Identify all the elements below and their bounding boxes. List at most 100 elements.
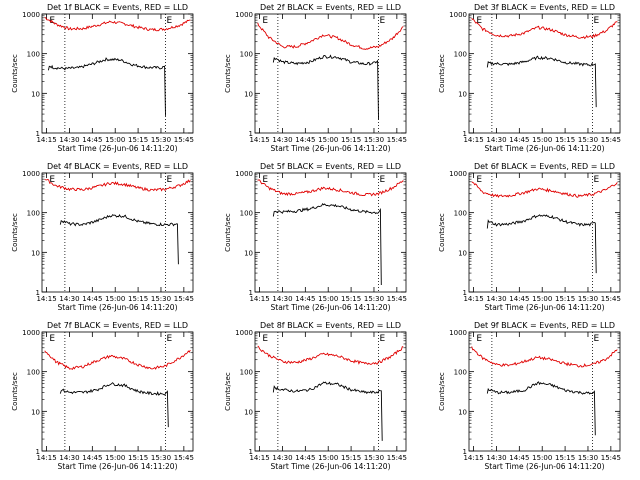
event-marker: E [262, 334, 268, 344]
y-axis-label: Counts/sec [11, 372, 19, 411]
panel-title: Det 1f BLACK = Events, RED = LLD [47, 3, 188, 12]
y-tick-label: 10 [244, 249, 253, 257]
x-tick-label: 14:30 [59, 454, 79, 462]
x-tick-label: 15:15 [341, 136, 361, 144]
y-tick-label: 100 [27, 210, 40, 218]
y-tick-label: 10 [244, 90, 253, 98]
event-marker: E [262, 175, 268, 185]
y-tick-label: 100 [27, 51, 40, 59]
panel-det-8: Det 8f BLACK = Events, RED = LLD 1 10 100 10… [224, 321, 407, 471]
x-tick-label: 14:45 [295, 136, 315, 144]
x-tick-label: 15:00 [105, 295, 125, 303]
series-lld-line [257, 22, 404, 51]
y-axis-label: Counts/sec [11, 54, 19, 93]
y-tick-label: 1000 [22, 11, 40, 19]
panel-det-2: Det 2f BLACK = Events, RED = LLD 1 10 100 10… [224, 3, 407, 153]
event-marker: E [167, 175, 173, 185]
y-tick-label: 100 [454, 210, 467, 218]
y-tick-label: 1 [249, 289, 253, 297]
panel-title: Det 7f BLACK = Events, RED = LLD [47, 321, 188, 330]
series-events-line [486, 381, 596, 436]
y-tick-label: 10 [31, 249, 40, 257]
x-tick-label: 14:45 [295, 454, 315, 462]
y-tick-label: 1000 [235, 170, 253, 178]
y-tick-label: 1 [249, 448, 253, 456]
x-tick-label: 14:15 [249, 136, 269, 144]
plot-frame [468, 331, 621, 452]
x-tick-label: 15:45 [174, 295, 194, 303]
x-tick-label: 15:30 [364, 454, 384, 462]
x-tick-label: 15:15 [128, 454, 148, 462]
plot-frame [41, 172, 194, 293]
series-lld-line [257, 345, 404, 365]
x-axis-label: Start Time (26-Jun-06 14:11:20) [58, 462, 178, 471]
plot-frame [41, 331, 194, 452]
series-events-line [59, 382, 169, 428]
x-axis-label: Start Time (26-Jun-06 14:11:20) [271, 144, 391, 153]
x-tick-label: 15:45 [387, 136, 407, 144]
panel-title: Det 9f BLACK = Events, RED = LLD [474, 321, 615, 330]
y-tick-label: 10 [458, 408, 467, 416]
x-tick-label: 15:00 [105, 454, 125, 462]
x-tick-label: 14:30 [486, 136, 506, 144]
series-events-line [486, 214, 597, 274]
x-tick-label: 14:15 [463, 454, 483, 462]
x-axis-label: Start Time (26-Jun-06 14:11:20) [485, 303, 605, 312]
event-marker: E [476, 16, 482, 26]
x-tick-label: 15:30 [578, 454, 598, 462]
y-axis-label: Counts/sec [224, 54, 232, 93]
x-tick-label: 14:15 [249, 295, 269, 303]
plot-frame [41, 13, 194, 134]
x-tick-label: 15:45 [601, 295, 621, 303]
y-tick-label: 1 [36, 130, 40, 138]
series-lld-line [44, 349, 191, 371]
x-tick-label: 15:00 [532, 454, 552, 462]
x-tick-label: 15:45 [601, 454, 621, 462]
y-tick-label: 1000 [235, 329, 253, 337]
event-marker: E [594, 175, 600, 185]
y-axis-label: Counts/sec [224, 213, 232, 252]
x-axis-label: Start Time (26-Jun-06 14:11:20) [485, 144, 605, 153]
series-lld-line [44, 16, 191, 32]
x-tick-label: 15:45 [387, 295, 407, 303]
y-tick-label: 1000 [449, 170, 467, 178]
x-tick-label: 15:30 [151, 454, 171, 462]
event-marker: E [594, 334, 600, 344]
x-tick-label: 14:15 [463, 136, 483, 144]
x-tick-label: 15:15 [555, 136, 575, 144]
x-tick-label: 15:15 [555, 295, 575, 303]
panel-title: Det 6f BLACK = Events, RED = LLD [474, 162, 615, 171]
x-tick-label: 14:15 [36, 295, 56, 303]
panel-title: Det 5f BLACK = Events, RED = LLD [260, 162, 401, 171]
x-tick-label: 14:45 [82, 454, 102, 462]
y-tick-label: 1000 [22, 170, 40, 178]
y-tick-label: 100 [240, 51, 253, 59]
series-events-line [59, 213, 179, 265]
series-lld-line [471, 181, 618, 199]
y-tick-label: 100 [454, 51, 467, 59]
x-tick-label: 15:30 [151, 295, 171, 303]
y-tick-label: 100 [240, 369, 253, 377]
x-axis-label: Start Time (26-Jun-06 14:11:20) [58, 144, 178, 153]
x-tick-label: 15:15 [555, 454, 575, 462]
panel-det-6: Det 6f BLACK = Events, RED = LLD 1 10 100 10… [438, 162, 621, 312]
event-marker: E [380, 175, 386, 185]
x-axis-label: Start Time (26-Jun-06 14:11:20) [271, 462, 391, 471]
x-tick-label: 15:45 [601, 136, 621, 144]
event-marker: E [594, 16, 600, 26]
panel-det-9: Det 9f BLACK = Events, RED = LLD 1 10 100 10… [438, 321, 621, 471]
x-axis-label: Start Time (26-Jun-06 14:11:20) [485, 462, 605, 471]
series-events-line [486, 55, 597, 108]
x-tick-label: 15:30 [578, 295, 598, 303]
y-tick-label: 1 [36, 289, 40, 297]
x-tick-label: 14:45 [509, 295, 529, 303]
x-tick-label: 14:15 [36, 454, 56, 462]
x-tick-label: 14:30 [272, 136, 292, 144]
x-tick-label: 14:15 [249, 454, 269, 462]
y-tick-label: 1000 [22, 329, 40, 337]
y-tick-label: 1 [463, 448, 467, 456]
series-lld-line [471, 346, 618, 368]
x-tick-label: 14:45 [295, 295, 315, 303]
y-axis-label: Counts/sec [438, 372, 446, 411]
panel-det-4: Det 4f BLACK = Events, RED = LLD 1 10 100 10… [11, 162, 194, 312]
